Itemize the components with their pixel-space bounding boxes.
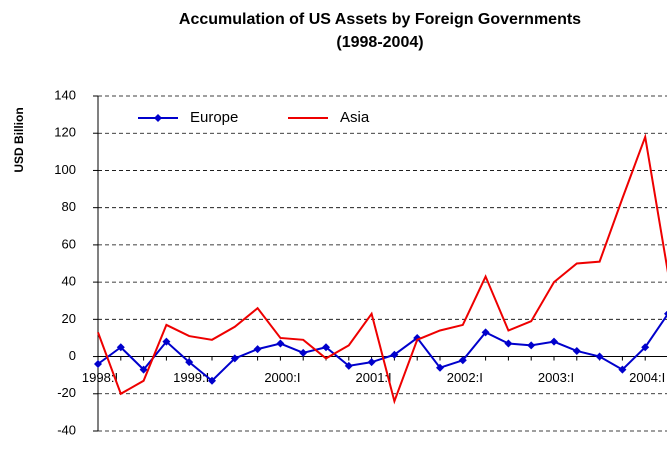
legend-label: Asia	[340, 109, 370, 126]
y-axis-label: USD Billion	[12, 107, 26, 172]
y-tick-label: 120	[54, 125, 76, 140]
point-marker	[595, 352, 604, 361]
y-tick-label: 100	[54, 162, 76, 177]
point-marker	[390, 350, 399, 359]
chart-title: Accumulation of US Assets by Foreign Gov…	[179, 11, 581, 28]
legend-marker	[154, 114, 162, 122]
y-tick-label: 0	[69, 348, 76, 363]
y-tick-label: 60	[62, 236, 76, 251]
point-marker	[481, 328, 490, 337]
x-tick-label: 2002:I	[447, 370, 483, 385]
point-marker	[94, 360, 102, 368]
point-marker	[230, 354, 239, 363]
point-marker	[208, 376, 216, 385]
point-marker	[116, 343, 125, 352]
point-marker	[664, 310, 667, 317]
x-tick-label: 2001:I	[356, 370, 392, 385]
x-tick-label: 1998:I	[82, 370, 118, 385]
point-marker	[550, 337, 558, 346]
point-marker	[527, 341, 536, 350]
point-marker	[458, 356, 467, 365]
point-marker	[641, 343, 650, 352]
x-tick-label: 2000:I	[264, 370, 300, 385]
y-tick-label: 20	[62, 311, 76, 326]
chart-title: (1998-2004)	[336, 34, 423, 51]
point-marker	[504, 339, 513, 348]
x-tick-label: 2004:I	[629, 370, 665, 385]
point-marker	[276, 339, 285, 348]
point-marker	[572, 346, 581, 355]
point-marker	[367, 358, 376, 367]
y-tick-label: -40	[57, 422, 76, 437]
legend-label: Europe	[190, 109, 238, 126]
series-line	[97, 133, 667, 405]
point-marker	[618, 365, 627, 374]
point-marker	[185, 358, 194, 367]
x-tick-label: 2003:I	[538, 370, 574, 385]
point-marker	[322, 343, 330, 352]
x-tick-label: 1999:I	[173, 370, 209, 385]
point-marker	[299, 348, 308, 357]
point-marker	[344, 361, 353, 370]
y-tick-label: 80	[62, 199, 76, 214]
y-tick-label: -20	[57, 385, 76, 400]
y-tick-label: 40	[62, 274, 76, 289]
y-tick-label: 140	[54, 87, 76, 102]
point-marker	[436, 363, 444, 372]
point-marker	[253, 345, 262, 354]
point-marker	[139, 365, 148, 374]
point-marker	[162, 337, 171, 346]
